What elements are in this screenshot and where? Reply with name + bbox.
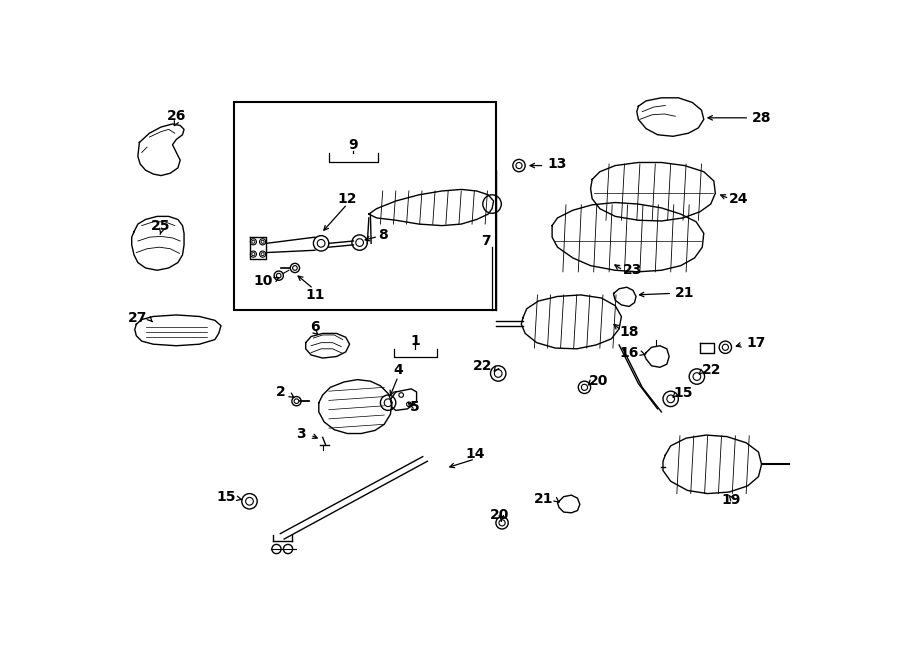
Text: 22: 22 bbox=[701, 364, 721, 377]
Text: 5: 5 bbox=[410, 401, 420, 414]
Text: 14: 14 bbox=[465, 447, 485, 461]
Text: 24: 24 bbox=[729, 192, 749, 206]
Text: 9: 9 bbox=[348, 137, 358, 152]
Text: 1: 1 bbox=[410, 334, 420, 348]
Text: 27: 27 bbox=[128, 311, 147, 325]
Text: 8: 8 bbox=[378, 228, 388, 242]
Text: 7: 7 bbox=[481, 234, 491, 248]
Bar bbox=[234, 102, 496, 310]
Text: 11: 11 bbox=[305, 288, 325, 302]
Text: 25: 25 bbox=[151, 219, 171, 233]
Text: 17: 17 bbox=[746, 336, 766, 350]
Text: 6: 6 bbox=[310, 321, 320, 334]
Text: 4: 4 bbox=[393, 364, 403, 377]
Text: 10: 10 bbox=[253, 274, 273, 288]
Text: 22: 22 bbox=[472, 359, 492, 373]
Text: 15: 15 bbox=[674, 387, 693, 401]
Text: 21: 21 bbox=[675, 286, 695, 300]
Text: 21: 21 bbox=[535, 492, 554, 506]
Text: 28: 28 bbox=[752, 111, 772, 125]
Text: 19: 19 bbox=[721, 492, 741, 507]
Text: 26: 26 bbox=[166, 109, 186, 124]
Text: 20: 20 bbox=[590, 374, 608, 388]
Text: 20: 20 bbox=[491, 508, 509, 522]
Text: 18: 18 bbox=[620, 325, 639, 339]
Text: 12: 12 bbox=[338, 192, 357, 206]
Text: 15: 15 bbox=[217, 490, 237, 504]
Text: 13: 13 bbox=[547, 157, 567, 171]
Text: 2: 2 bbox=[276, 385, 285, 399]
Text: 16: 16 bbox=[619, 346, 638, 360]
Text: 3: 3 bbox=[296, 426, 306, 440]
Text: 23: 23 bbox=[623, 263, 643, 277]
